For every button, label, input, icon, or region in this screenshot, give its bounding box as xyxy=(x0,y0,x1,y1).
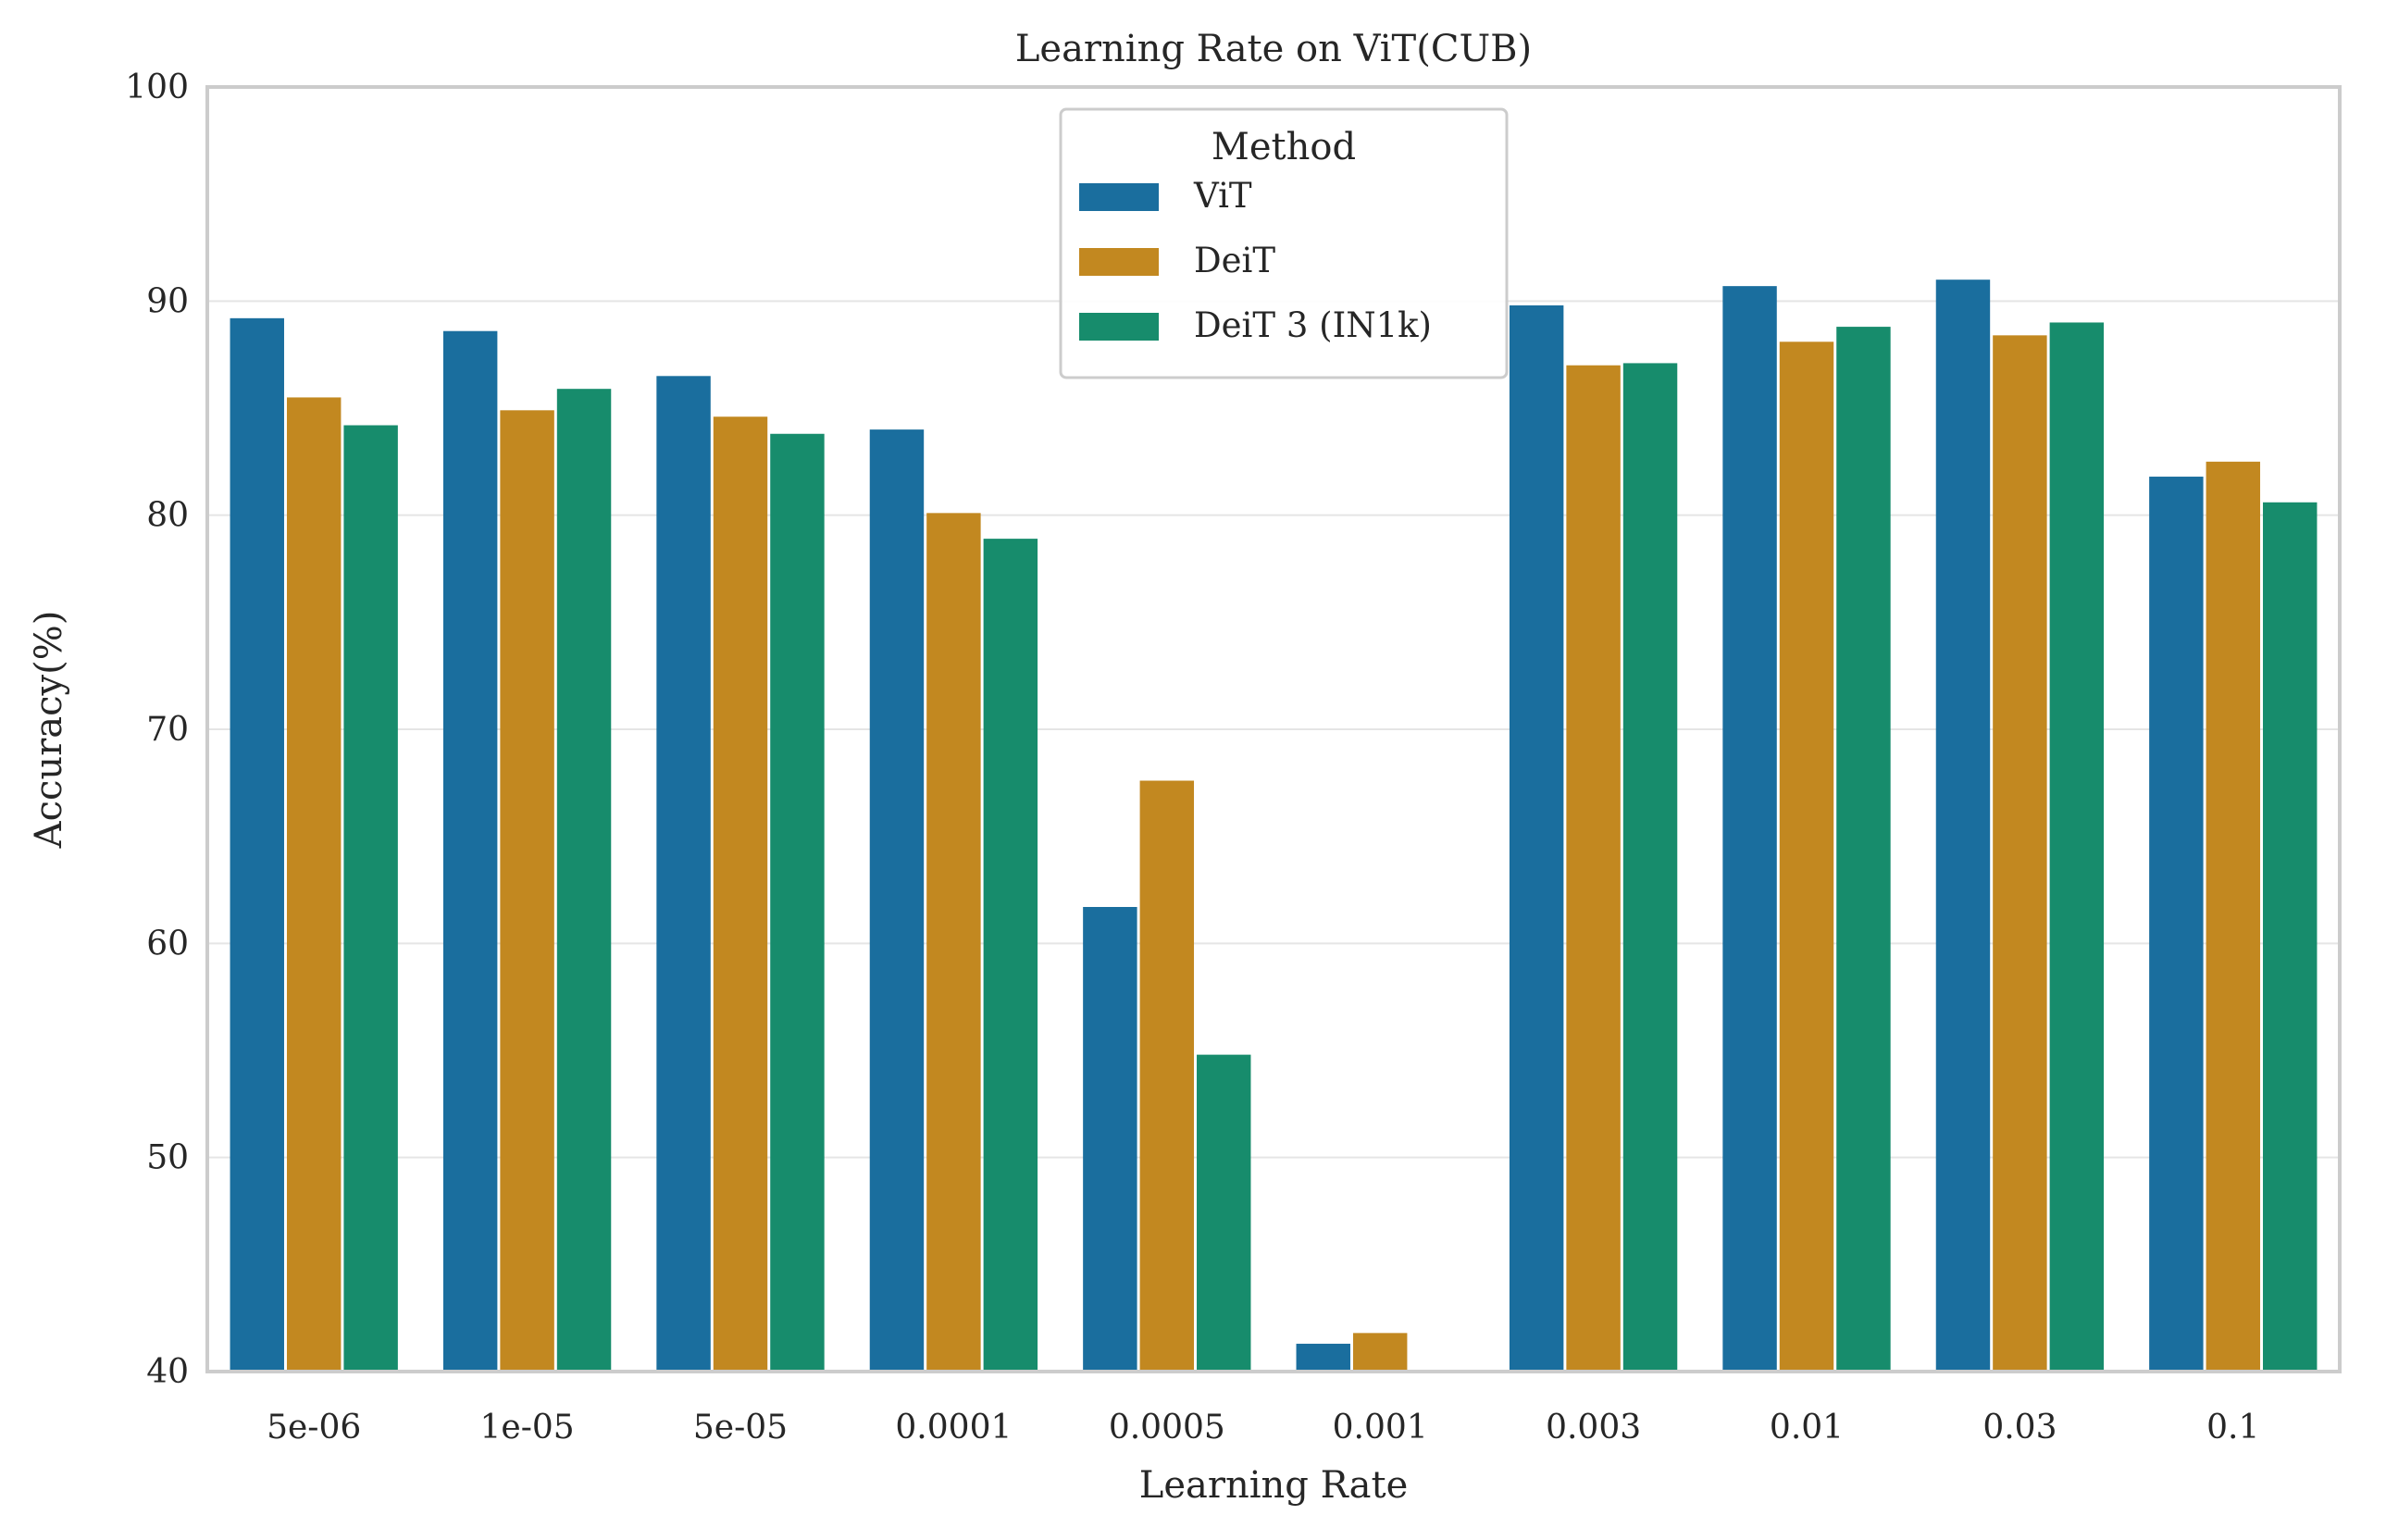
legend-title: Method xyxy=(1212,126,1356,168)
bar xyxy=(1197,1054,1251,1372)
bar xyxy=(556,389,612,1372)
y-tick-label: 70 xyxy=(146,711,189,749)
bar xyxy=(713,416,768,1372)
bar xyxy=(1566,365,1621,1372)
x-tick-label: 1e-05 xyxy=(480,1409,575,1447)
y-tick-label: 50 xyxy=(146,1139,189,1177)
bar xyxy=(1083,907,1137,1372)
bar xyxy=(926,513,981,1372)
bar xyxy=(1935,279,1991,1372)
legend-swatch xyxy=(1079,183,1159,211)
bar xyxy=(1836,327,1891,1372)
bar xyxy=(230,317,284,1372)
bar xyxy=(286,397,342,1372)
bar xyxy=(983,539,1038,1372)
bar xyxy=(2206,461,2261,1372)
bar xyxy=(1722,286,1777,1372)
plot-frame xyxy=(205,85,2342,1373)
y-axis-title: Accuracy(%) xyxy=(28,611,70,850)
legend-items: ViT DeiT DeiT 3 (IN1k) xyxy=(1079,176,1432,345)
legend-box xyxy=(1059,107,1509,379)
bar xyxy=(1139,780,1195,1372)
bar xyxy=(1779,342,1834,1372)
chart-title: Learning Rate on ViT(CUB) xyxy=(1015,28,1532,70)
y-tick-label: 60 xyxy=(146,925,189,962)
x-axis-title: Learning Rate xyxy=(1139,1464,1408,1507)
legend-label: ViT xyxy=(1193,176,1252,216)
x-tick-label: 0.0005 xyxy=(1109,1409,1225,1447)
x-tick-label: 0.003 xyxy=(1546,1409,1641,1447)
bar xyxy=(500,410,554,1372)
bar xyxy=(1509,304,1564,1372)
bar xyxy=(343,425,398,1372)
legend-swatch xyxy=(1079,248,1159,276)
x-tick-label: 0.001 xyxy=(1333,1409,1428,1447)
bar xyxy=(2263,502,2318,1372)
x-tick-label: 0.01 xyxy=(1770,1409,1844,1447)
x-tick-label: 0.1 xyxy=(2206,1409,2259,1447)
legend[interactable]: Method ViT DeiT DeiT 3 (IN1k) xyxy=(1059,107,1509,379)
y-tick-labels: 40 50 60 70 80 90 100 xyxy=(125,68,189,1391)
bar xyxy=(442,330,498,1372)
x-tick-labels: 5e-06 1e-05 5e-05 0.0001 0.0005 0.001 0.003 0.0… xyxy=(267,1409,2259,1447)
bars xyxy=(230,279,2318,1372)
bar xyxy=(2149,477,2204,1372)
y-tick-label: 80 xyxy=(146,497,189,535)
bar xyxy=(656,376,711,1372)
x-tick-label: 0.03 xyxy=(1982,1409,2057,1447)
bar xyxy=(869,429,925,1372)
bar xyxy=(2049,322,2105,1372)
legend-label: DeiT 3 (IN1k) xyxy=(1194,305,1432,345)
bar xyxy=(1622,363,1678,1372)
bar xyxy=(1352,1333,1408,1372)
bar xyxy=(1296,1343,1350,1372)
x-tick-label: 0.0001 xyxy=(895,1409,1012,1447)
legend-label: DeiT xyxy=(1194,241,1275,280)
bar xyxy=(1993,335,2047,1372)
x-tick-label: 5e-05 xyxy=(693,1409,788,1447)
bar xyxy=(770,433,825,1372)
y-tick-label: 40 xyxy=(146,1353,189,1391)
y-tick-label: 90 xyxy=(146,282,189,320)
y-tick-label: 100 xyxy=(125,68,189,106)
x-tick-label: 5e-06 xyxy=(267,1409,361,1447)
legend-swatch xyxy=(1079,313,1159,341)
